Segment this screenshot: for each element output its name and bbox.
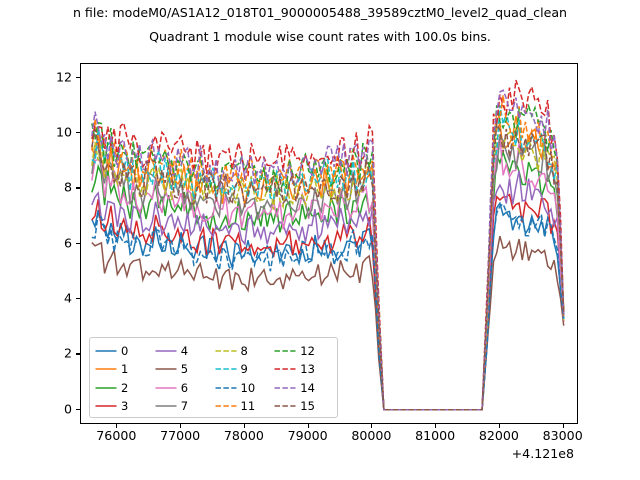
- x-axis-tick-mark: [180, 424, 182, 428]
- legend-label-3: 3: [121, 398, 129, 413]
- legend-label-10: 10: [240, 380, 256, 395]
- x-axis-tick-label: 79000: [287, 428, 328, 443]
- legend-line-swatch-0: [95, 346, 117, 356]
- x-axis-offset-label: +4.121e8: [511, 446, 574, 461]
- y-axis-tick-label: 2: [63, 345, 72, 361]
- legend-line-swatch-2: [95, 383, 117, 393]
- legend-line-swatch-7: [155, 401, 177, 411]
- legend[interactable]: 0 1 2 3 4 5 6 7 8 9 10 11 12 13 14 15: [89, 337, 338, 418]
- y-axis-tick-label: 0: [63, 401, 72, 417]
- series-line-5: [91, 235, 565, 411]
- x-axis-tick-mark: [562, 424, 564, 428]
- legend-item-12[interactable]: 12: [274, 342, 334, 360]
- y-axis-tick-mark: [76, 353, 80, 355]
- x-axis-tick-mark: [371, 424, 373, 428]
- y-axis-tick-mark: [76, 298, 80, 300]
- series-line-10: [91, 202, 565, 411]
- legend-label-11: 11: [240, 398, 256, 413]
- y-axis-tick-mark: [76, 187, 80, 189]
- series-line-15: [91, 120, 565, 411]
- legend-label-8: 8: [240, 344, 248, 358]
- y-axis-tick-mark: [76, 76, 80, 78]
- figure-suptitle: n file: modeM0/AS1A12_018T01_9000005488_…: [0, 4, 640, 22]
- legend-line-swatch-6: [155, 383, 177, 393]
- y-axis-tick-label: 12: [55, 69, 72, 85]
- legend-label-15: 15: [300, 398, 315, 413]
- series-line-4: [91, 170, 565, 411]
- legend-label-1: 1: [121, 362, 129, 377]
- figure-suptitle-text: n file: modeM0/AS1A12_018T01_9000005488_…: [72, 5, 568, 20]
- series-line-3: [91, 193, 565, 411]
- legend-item-11[interactable]: 11: [215, 397, 275, 415]
- series-line-12: [91, 103, 565, 411]
- legend-item-8[interactable]: 8: [215, 342, 275, 360]
- legend-item-13[interactable]: 13: [274, 360, 334, 378]
- x-axis-tick-label: 80000: [351, 428, 392, 443]
- series-canvas: [91, 79, 565, 411]
- y-axis-tick-mark: [76, 132, 80, 134]
- legend-label-0: 0: [121, 344, 129, 358]
- legend-item-0[interactable]: 0: [95, 342, 155, 360]
- legend-line-swatch-15: [274, 401, 296, 411]
- legend-line-swatch-13: [274, 364, 296, 374]
- chart-title: Quadrant 1 module wise count rates with …: [149, 29, 491, 44]
- legend-line-swatch-8: [215, 346, 237, 356]
- legend-label-14: 14: [300, 380, 315, 395]
- legend-label-6: 6: [180, 380, 189, 395]
- legend-line-swatch-14: [274, 383, 296, 393]
- y-axis-tick-label: 6: [63, 235, 72, 251]
- x-axis-tick-mark: [116, 424, 118, 428]
- x-axis-tick-mark: [435, 424, 437, 428]
- legend-item-6[interactable]: 6: [155, 379, 215, 397]
- legend-line-swatch-5: [155, 364, 177, 374]
- legend-item-15[interactable]: 15: [274, 397, 334, 415]
- legend-item-7[interactable]: 7: [155, 397, 215, 415]
- legend-label-12: 12: [300, 344, 315, 358]
- x-axis-tick-mark: [243, 424, 245, 428]
- legend-line-swatch-4: [155, 346, 177, 356]
- legend-line-swatch-11: [215, 401, 237, 411]
- legend-line-swatch-9: [215, 364, 237, 374]
- legend-label-7: 7: [180, 398, 189, 413]
- y-axis-tick-label: 4: [63, 290, 72, 306]
- x-axis-tick-label: 76000: [96, 428, 137, 443]
- x-axis-tick-label: 78000: [223, 428, 264, 443]
- legend-label-2: 2: [121, 380, 129, 395]
- legend-item-2[interactable]: 2: [95, 379, 155, 397]
- legend-line-swatch-10: [215, 383, 237, 393]
- x-axis-tick-label: 81000: [415, 428, 456, 443]
- legend-item-3[interactable]: 3: [95, 397, 155, 415]
- legend-label-4: 4: [180, 344, 189, 358]
- x-axis-tick-label: 83000: [542, 428, 583, 443]
- legend-entries: 0 1 2 3 4 5 6 7 8 9 10 11 12 13 14 15: [95, 342, 334, 415]
- legend-item-5[interactable]: 5: [155, 360, 215, 378]
- series-line-13: [91, 79, 565, 411]
- legend-line-swatch-12: [274, 346, 296, 356]
- y-axis-tick-label: 8: [63, 179, 72, 195]
- x-axis-tick-mark: [498, 424, 501, 428]
- legend-line-swatch-1: [95, 364, 117, 374]
- legend-item-10[interactable]: 10: [215, 379, 275, 397]
- x-axis-tick-label: 82000: [478, 428, 519, 443]
- legend-label-13: 13: [300, 362, 315, 377]
- series-line-14: [91, 89, 565, 411]
- legend-item-9[interactable]: 9: [215, 360, 275, 378]
- x-axis-tick-labels: 76000 77000 78000 79000 80000 81000 82000 83000: [80, 428, 582, 447]
- legend-item-4[interactable]: 4: [155, 342, 215, 360]
- legend-item-14[interactable]: 14: [274, 379, 334, 397]
- legend-label-9: 9: [240, 362, 248, 377]
- x-axis-tick-mark: [307, 424, 309, 428]
- y-axis-tick-labels: 0 2 4 6 8 10 12: [28, 63, 72, 424]
- x-axis-tick-label: 77000: [160, 428, 201, 443]
- y-axis-tick-mark: [76, 242, 80, 244]
- series-line-0: [91, 201, 565, 411]
- legend-label-5: 5: [180, 362, 189, 377]
- legend-line-swatch-3: [95, 401, 117, 411]
- legend-item-1[interactable]: 1: [95, 360, 155, 378]
- y-axis-tick-mark: [76, 408, 80, 410]
- y-axis-tick-label: 10: [55, 124, 72, 140]
